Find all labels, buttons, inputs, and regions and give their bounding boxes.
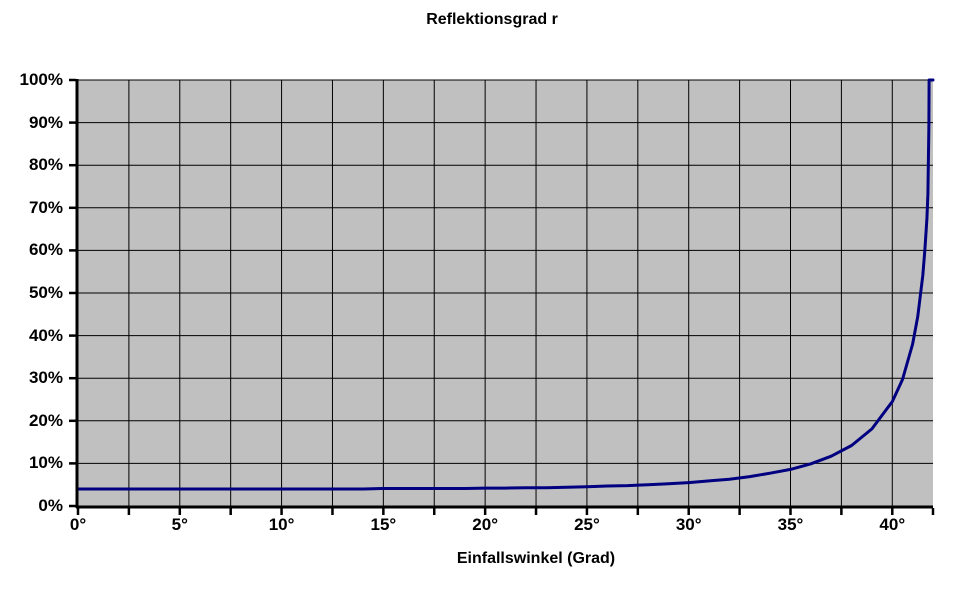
y-tick-label: 70% [28, 197, 63, 217]
y-tick-label: 50% [28, 283, 63, 302]
y-tick-label: 0% [38, 496, 63, 515]
reflectance-curve [76, 78, 935, 491]
y-tick-label: 30% [28, 368, 63, 388]
y-tick-label: 80% [28, 155, 63, 175]
x-tick-label: 30° [675, 515, 702, 534]
y-tick-label: 20% [28, 410, 63, 430]
y-tick-label: 10% [28, 453, 63, 473]
x-tick-label: 15° [370, 515, 397, 534]
y-tick-label: 90% [28, 112, 63, 132]
y-tick-label: 100% [19, 70, 63, 89]
x-tick-label: 0° [69, 515, 87, 534]
x-tick-label: 25° [574, 515, 600, 534]
chart-title: Reflektionsgrad r [426, 11, 558, 28]
x-tick-label: 5° [171, 515, 188, 534]
y-tick-label: 40% [28, 325, 63, 345]
x-tick-label: 40° [879, 515, 906, 534]
x-tick-label: 35° [777, 515, 804, 534]
y-tick-label: 60% [28, 240, 63, 260]
x-tick-label: 10° [268, 515, 295, 534]
x-axis-title: Einfallswinkel (Grad) [456, 550, 616, 567]
x-tick-label: 20° [472, 515, 498, 534]
